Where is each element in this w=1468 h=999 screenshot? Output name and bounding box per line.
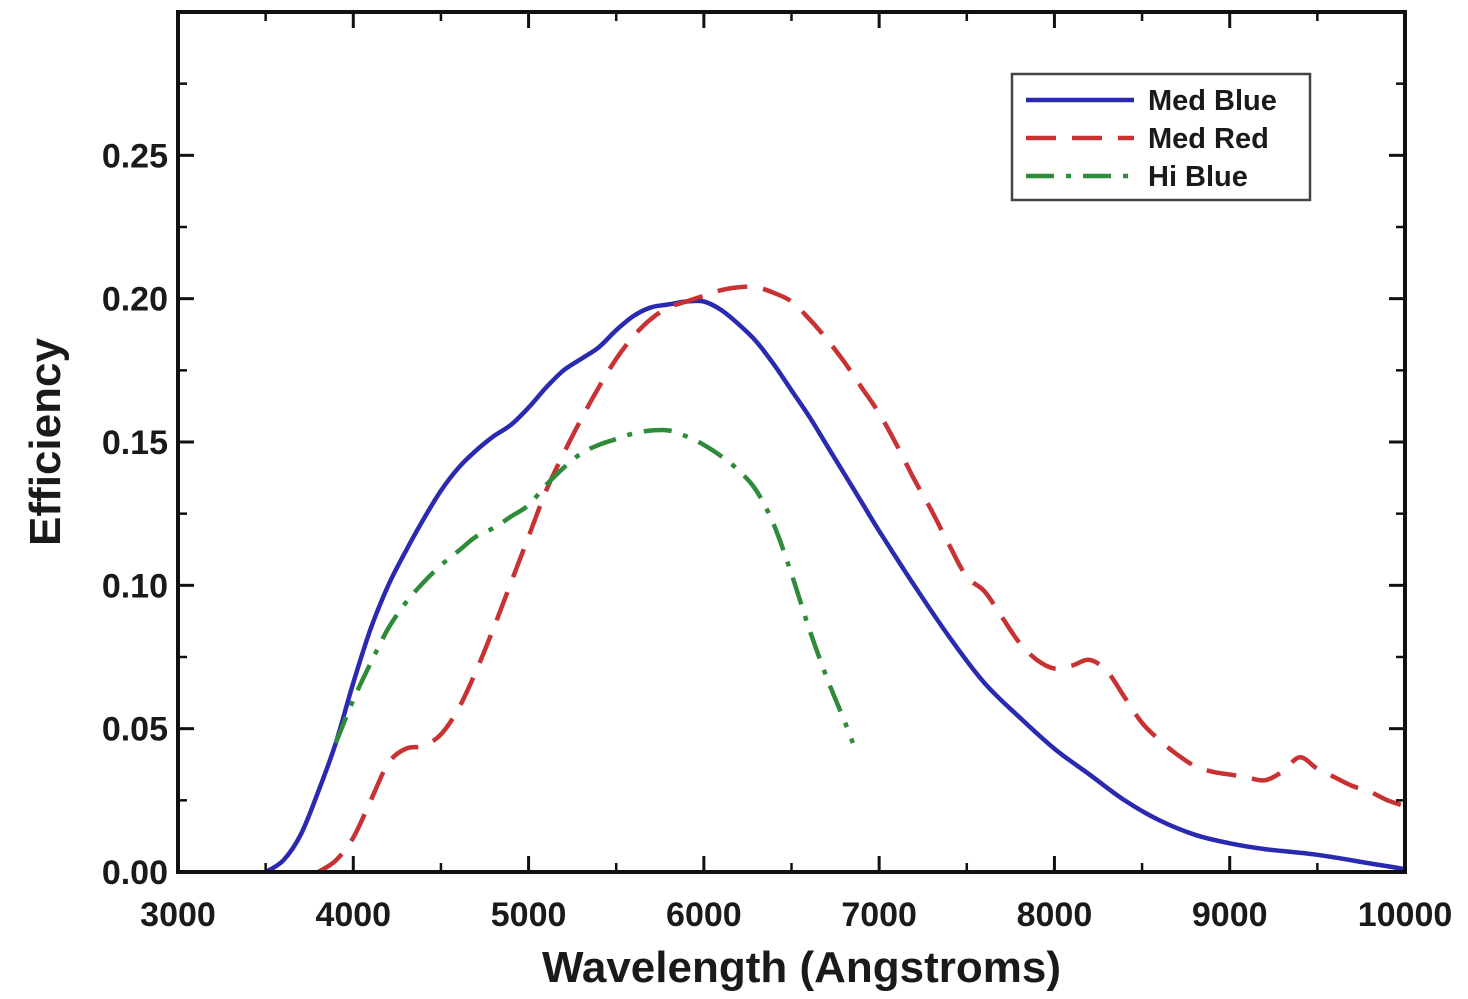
x-axis-title: Wavelength (Angstroms) bbox=[542, 943, 1061, 992]
x-tick-label: 3000 bbox=[140, 896, 216, 934]
legend-box bbox=[1010, 72, 1312, 202]
axes-layer: 3000 4000 5000 6000 7000 8000 9000 10000 0.00 0.0… bbox=[21, 10, 1453, 992]
x-tick-label: 10000 bbox=[1358, 896, 1453, 934]
series-line-med-blue bbox=[264, 298, 1405, 872]
y-tick-label: 0.20 bbox=[102, 281, 168, 319]
legend-label-med-blue: Med Blue bbox=[1148, 85, 1277, 117]
x-tick-label: 6000 bbox=[666, 896, 742, 934]
plot-layer bbox=[264, 284, 1405, 872]
y-axis-title: Efficiency bbox=[21, 338, 70, 546]
x-tick-label: 4000 bbox=[315, 896, 391, 934]
x-tick-label: 8000 bbox=[1017, 896, 1093, 934]
y-tick-label: 0.15 bbox=[102, 424, 168, 462]
x-tick-label: 5000 bbox=[491, 896, 567, 934]
y-tick-label: 0.10 bbox=[102, 567, 168, 605]
series-line-hi-blue bbox=[333, 427, 855, 744]
series-line-med-red bbox=[316, 284, 1405, 872]
x-tick-label: 9000 bbox=[1192, 896, 1268, 934]
x-tick-label: 7000 bbox=[841, 896, 917, 934]
y-tick-label: 0.00 bbox=[102, 854, 168, 892]
y-tick-label: 0.25 bbox=[102, 137, 168, 175]
legend: Med Blue Med Red Hi Blue bbox=[1010, 72, 1312, 202]
legend-label-hi-blue: Hi Blue bbox=[1148, 161, 1248, 193]
y-tick-label: 0.05 bbox=[102, 711, 168, 749]
legend-label-med-red: Med Red bbox=[1148, 123, 1269, 155]
